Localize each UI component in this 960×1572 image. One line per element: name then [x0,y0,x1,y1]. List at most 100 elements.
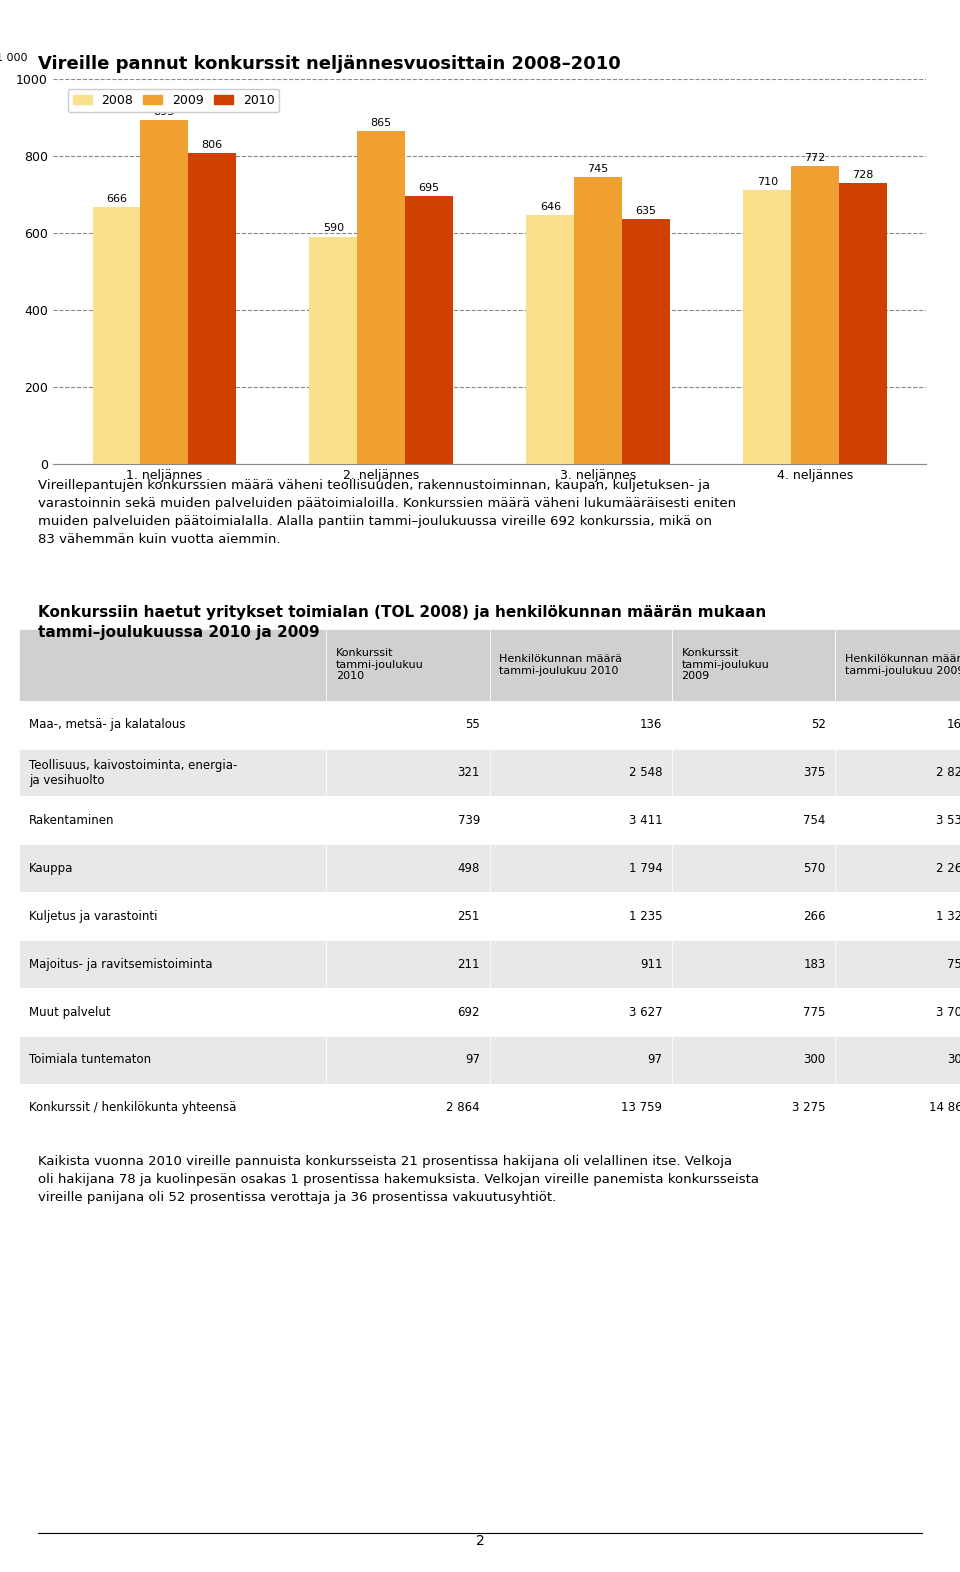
Text: 97: 97 [465,1053,480,1066]
Bar [326,940,490,989]
Bar [672,797,835,844]
Text: 136: 136 [640,718,662,731]
Text: 3 703: 3 703 [936,1006,960,1019]
Text: 1 323: 1 323 [936,910,960,923]
Bar [622,219,670,464]
Text: Konkurssiin haetut yritykset toimialan (TOL 2008) ja henkilökunnan määrän mukaan: Konkurssiin haetut yritykset toimialan (… [38,605,767,640]
Text: 498: 498 [458,861,480,876]
Bar [835,940,960,989]
Bar [326,844,490,893]
Bar [672,844,835,893]
Bar [672,701,835,748]
Text: 893: 893 [154,107,175,116]
Text: 13 759: 13 759 [621,1102,662,1115]
Text: 251: 251 [458,910,480,923]
Bar [19,989,326,1036]
Text: 1 000: 1 000 [0,53,28,63]
Bar [743,190,791,464]
Bar [405,196,453,464]
Bar [672,1036,835,1085]
Bar [672,989,835,1036]
Bar [672,893,835,940]
Bar [19,701,326,748]
Text: 754: 754 [804,814,826,827]
Bar [835,748,960,797]
Bar [326,797,490,844]
Bar [490,1036,672,1085]
Bar [188,154,236,464]
Text: Kauppa: Kauppa [29,861,73,876]
Text: 321: 321 [458,766,480,780]
Text: 3 627: 3 627 [629,1006,662,1019]
Text: Majoitus- ja ravitsemistoiminta: Majoitus- ja ravitsemistoiminta [29,957,212,970]
Text: 1 794: 1 794 [629,861,662,876]
Bar [19,893,326,940]
Text: 375: 375 [804,766,826,780]
Bar [835,629,960,701]
Text: Maa-, metsä- ja kalatalous: Maa-, metsä- ja kalatalous [29,718,185,731]
Text: 772: 772 [804,154,826,163]
Text: Konkurssit
tammi-joulukuu
2009: Konkurssit tammi-joulukuu 2009 [682,648,769,681]
Text: 183: 183 [804,957,826,970]
Bar [672,748,835,797]
Text: Teollisuus, kaivostoiminta, energia-
ja vesihuolto: Teollisuus, kaivostoiminta, energia- ja … [29,759,237,786]
Text: 865: 865 [371,118,392,127]
Bar [490,797,672,844]
Text: 2 262: 2 262 [936,861,960,876]
Text: 55: 55 [466,718,480,731]
Bar [672,1085,835,1132]
Text: Konkurssit
tammi-joulukuu
2010: Konkurssit tammi-joulukuu 2010 [336,648,423,681]
Bar [526,215,574,464]
Text: 14 860: 14 860 [928,1102,960,1115]
Text: 2 864: 2 864 [446,1102,480,1115]
Bar [140,119,188,464]
Text: 2 826: 2 826 [936,766,960,780]
Bar [19,940,326,989]
Bar [835,797,960,844]
Bar [326,701,490,748]
Bar [92,208,140,464]
Bar [835,701,960,748]
Text: 570: 570 [804,861,826,876]
Text: Vireillepantujen konkurssien määrä väheni teollisuuden, rakennustoiminnan, kaupa: Vireillepantujen konkurssien määrä vähen… [38,479,736,547]
Bar [672,940,835,989]
Text: Kuljetus ja varastointi: Kuljetus ja varastointi [29,910,157,923]
Bar [19,629,326,701]
Text: 775: 775 [804,1006,826,1019]
Text: 692: 692 [458,1006,480,1019]
Text: 728: 728 [852,170,874,181]
Text: Konkurssit / henkilökunta yhteensä: Konkurssit / henkilökunta yhteensä [29,1102,236,1115]
Text: 3 411: 3 411 [629,814,662,827]
Bar [326,1085,490,1132]
Bar [19,748,326,797]
Text: 745: 745 [588,163,609,174]
Text: 266: 266 [804,910,826,923]
Text: 3 535: 3 535 [936,814,960,827]
Bar [835,893,960,940]
Bar [19,1036,326,1085]
Bar [490,844,672,893]
Bar [326,1036,490,1085]
Bar [490,893,672,940]
Text: Vireille pannut konkurssit neljännesvuosittain 2008–2010: Vireille pannut konkurssit neljännesvuos… [38,55,621,72]
Text: 806: 806 [202,140,223,151]
Text: 300: 300 [948,1053,960,1066]
Text: 97: 97 [647,1053,662,1066]
Text: Henkilökunnan määrä
tammi-joulukuu 2009: Henkilökunnan määrä tammi-joulukuu 2009 [845,654,960,676]
Text: Henkilökunnan määrä
tammi-joulukuu 2010: Henkilökunnan määrä tammi-joulukuu 2010 [499,654,622,676]
Bar [835,1036,960,1085]
Bar [326,893,490,940]
Bar [19,844,326,893]
Text: 666: 666 [106,195,127,204]
Text: 739: 739 [458,814,480,827]
Text: Rakentaminen: Rakentaminen [29,814,114,827]
Text: Muut palvelut: Muut palvelut [29,1006,110,1019]
Text: 3 275: 3 275 [792,1102,826,1115]
Text: 300: 300 [804,1053,826,1066]
Bar [839,184,887,464]
Bar [19,1085,326,1132]
Bar [326,629,490,701]
Text: 211: 211 [458,957,480,970]
Bar [835,1085,960,1132]
Bar [309,236,357,464]
